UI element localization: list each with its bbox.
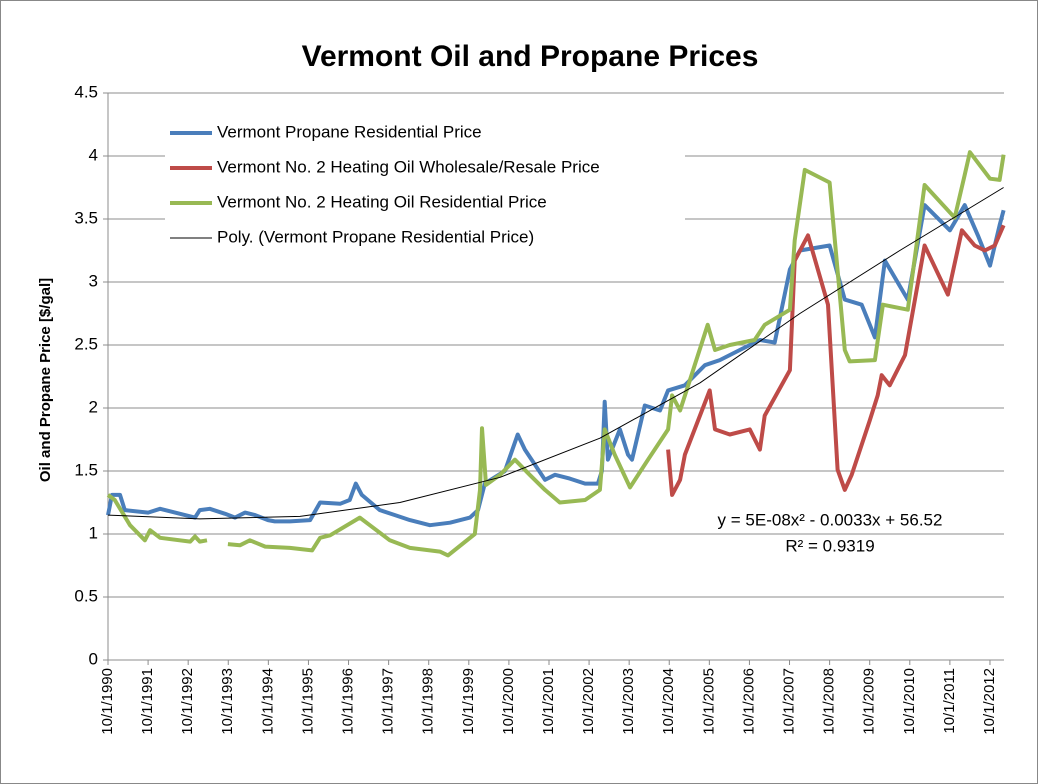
legend-box bbox=[165, 114, 685, 254]
x-tick-label: 10/1/1993 bbox=[219, 668, 236, 735]
y-tick-label: 1 bbox=[89, 523, 98, 542]
x-tick-label: 10/1/1997 bbox=[380, 668, 397, 735]
x-tick-label: 10/1/1998 bbox=[420, 668, 437, 735]
y-tick-label: 0 bbox=[89, 649, 98, 668]
x-tick-label: 10/1/2012 bbox=[981, 668, 998, 735]
x-tick-label: 10/1/2006 bbox=[740, 668, 757, 735]
x-tick-label: 10/1/1992 bbox=[179, 668, 196, 735]
x-tick-label: 10/1/1990 bbox=[99, 668, 116, 735]
x-tick-label: 10/1/2010 bbox=[901, 668, 918, 735]
x-tick-label: 10/1/1996 bbox=[340, 668, 357, 735]
x-tick-label: 10/1/2004 bbox=[660, 668, 677, 735]
chart-title: Vermont Oil and Propane Prices bbox=[302, 40, 759, 73]
x-tick-label: 10/1/2000 bbox=[500, 668, 517, 735]
y-tick-label: 1.5 bbox=[74, 460, 98, 479]
x-tick-label: 10/1/2001 bbox=[540, 668, 557, 735]
y-tick-label: 2 bbox=[89, 397, 98, 416]
annotation: R² = 0.9319 bbox=[785, 536, 874, 555]
series-line bbox=[107, 187, 1004, 520]
legend-label: Vermont No. 2 Heating Oil Wholesale/Resa… bbox=[217, 157, 600, 176]
series-line bbox=[106, 150, 1006, 558]
y-tick-label: 3.5 bbox=[74, 208, 98, 227]
y-tick-label: 0.5 bbox=[74, 586, 98, 605]
x-tick-label: 10/1/2007 bbox=[780, 668, 797, 735]
y-axis-label: Oil and Propane Price [$/gal] bbox=[37, 278, 54, 482]
y-tick-label: 4.5 bbox=[74, 82, 98, 101]
legend-label: Vermont No. 2 Heating Oil Residential Pr… bbox=[217, 192, 547, 211]
legend-label: Vermont Propane Residential Price bbox=[217, 122, 482, 141]
x-tick-label: 10/1/1995 bbox=[299, 668, 316, 735]
series-line bbox=[666, 224, 1006, 497]
x-tick-label: 10/1/1994 bbox=[259, 668, 276, 735]
x-tick-label: 10/1/2009 bbox=[861, 668, 878, 735]
x-tick-label: 10/1/1991 bbox=[139, 668, 156, 735]
x-tick-label: 10/1/2005 bbox=[700, 668, 717, 735]
y-tick-label: 3 bbox=[89, 271, 98, 290]
legend-label: Poly. (Vermont Propane Residential Price… bbox=[217, 227, 534, 246]
annotation: y = 5E-08x² - 0.0033x + 56.52 bbox=[718, 510, 943, 529]
x-tick-label: 10/1/2003 bbox=[620, 668, 637, 735]
x-tick-label: 10/1/1999 bbox=[460, 668, 477, 735]
y-tick-label: 4 bbox=[89, 145, 98, 164]
x-tick-label: 10/1/2002 bbox=[580, 668, 597, 735]
y-tick-label: 2.5 bbox=[74, 334, 98, 353]
x-tick-label: 10/1/2011 bbox=[941, 668, 958, 734]
x-tick-label: 10/1/2008 bbox=[821, 668, 838, 735]
